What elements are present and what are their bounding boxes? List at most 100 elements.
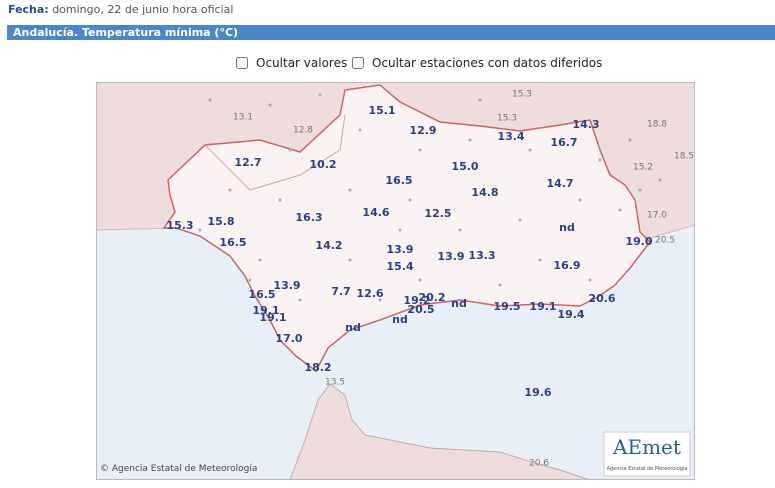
station-label: 16.7 <box>550 136 577 149</box>
station-label: 13.9 <box>437 250 464 263</box>
other-station-label: 13.5 <box>325 378 345 388</box>
station-label: nd <box>345 321 361 334</box>
station-label: 19.5 <box>493 300 520 313</box>
checkbox-label: Ocultar estaciones con datos diferidos <box>372 56 603 70</box>
station-label: 15.4 <box>386 260 413 273</box>
station-dot <box>348 258 352 262</box>
station-label: 19.6 <box>524 386 551 399</box>
station-label: 20.2 <box>418 291 445 304</box>
station-dot <box>478 98 482 102</box>
station-dot <box>518 218 522 222</box>
station-label: 16.5 <box>219 236 246 249</box>
date-label: Fecha: <box>8 3 49 16</box>
station-label: 19.2 <box>403 294 430 307</box>
station-dot <box>278 198 282 202</box>
station-label: 18.2 <box>304 361 331 374</box>
other-station-label: 15.3 <box>512 90 532 100</box>
station-label: nd <box>559 221 575 234</box>
station-label: nd <box>392 313 408 326</box>
station-dot <box>598 158 602 162</box>
station-dot <box>538 258 542 262</box>
map-frame <box>96 82 695 480</box>
hide-values[interactable]: Ocultar valores <box>236 56 347 70</box>
station-dot <box>398 228 402 232</box>
station-dot <box>468 138 472 142</box>
date-line: Fecha: domingo, 22 de junio hora oficial <box>8 3 233 16</box>
station-label: 16.5 <box>248 288 275 301</box>
station-label: 14.2 <box>315 239 342 252</box>
andalucia <box>162 84 651 373</box>
checkbox[interactable] <box>236 57 248 69</box>
logo: AEmet <box>612 435 681 459</box>
station-label: 20.5 <box>407 303 434 316</box>
station-dot <box>258 258 262 262</box>
station-dot <box>498 283 502 287</box>
station-label: 14.8 <box>471 186 498 199</box>
station-label: 16.9 <box>553 259 580 272</box>
station-label: 20.6 <box>588 292 615 305</box>
station-dot <box>588 278 592 282</box>
station-label: 19.1 <box>259 311 286 324</box>
map-base <box>96 82 695 480</box>
station-label: 12.9 <box>409 124 436 137</box>
station-label: 12.7 <box>234 156 261 169</box>
station-dot <box>268 103 272 107</box>
station-dot <box>618 208 622 212</box>
station-label: 15.0 <box>451 160 478 173</box>
station-dot <box>458 228 462 232</box>
station-label: 15.1 <box>368 104 395 117</box>
station-label: 13.9 <box>386 243 413 256</box>
copyright: © Agencia Estatal de Meteorología <box>100 464 257 474</box>
station-label: 19.0 <box>625 235 652 248</box>
province-borders <box>204 114 346 191</box>
station-dot <box>638 188 642 192</box>
station-label: 7.7 <box>331 285 351 298</box>
station-dot <box>298 298 302 302</box>
station-label: 14.3 <box>572 118 599 131</box>
station-label: 19.1 <box>252 304 279 317</box>
date-value: domingo, 22 de junio hora oficial <box>52 3 234 16</box>
station-dot <box>208 98 212 102</box>
other-station-label: 15.3 <box>497 114 517 124</box>
station-label: 16.5 <box>385 174 412 187</box>
station-dot <box>578 198 582 202</box>
station-label: 16.3 <box>295 211 322 224</box>
station-dot <box>348 188 352 192</box>
station-label: 13.9 <box>273 279 300 292</box>
other-station-label: 18.5 <box>674 152 694 162</box>
station-label: 12.6 <box>356 287 383 300</box>
station-dot <box>318 93 322 97</box>
other-station-label: 17.0 <box>647 211 667 221</box>
station-dot <box>358 128 362 132</box>
station-label: 19.4 <box>557 308 584 321</box>
station-label: 15.3 <box>166 219 193 232</box>
station-dot <box>528 148 532 152</box>
other-station-label: 13.1 <box>233 113 253 123</box>
station-label: nd <box>451 297 467 310</box>
checkbox[interactable] <box>352 57 364 69</box>
station-dot <box>628 138 632 142</box>
other-station-label: 18.8 <box>647 120 667 130</box>
station-label: 19.1 <box>529 300 556 313</box>
other-station-label: 12.8 <box>293 126 313 136</box>
hide-deferred[interactable]: Ocultar estaciones con datos diferidos <box>352 56 602 70</box>
station-label: 10.2 <box>309 158 336 171</box>
title-bar: Andalucía. Temperatura mínima (°C) <box>7 25 775 40</box>
station-label: 17.0 <box>275 332 302 345</box>
station-dot <box>408 198 412 202</box>
other-station-label: 20.5 <box>655 236 675 246</box>
station-label: 14.6 <box>362 206 389 219</box>
station-dot <box>228 188 232 192</box>
station-dot <box>418 148 422 152</box>
station-label: 15.8 <box>207 215 234 228</box>
station-label: 13.4 <box>497 130 524 143</box>
other-station-label: 20.6 <box>529 459 549 469</box>
logo-box <box>603 431 691 477</box>
other-station-label: 15.2 <box>633 163 653 173</box>
station-dot <box>248 278 252 282</box>
land-south <box>289 383 591 480</box>
station-dot <box>378 298 382 302</box>
station-label: 14.7 <box>546 177 573 190</box>
